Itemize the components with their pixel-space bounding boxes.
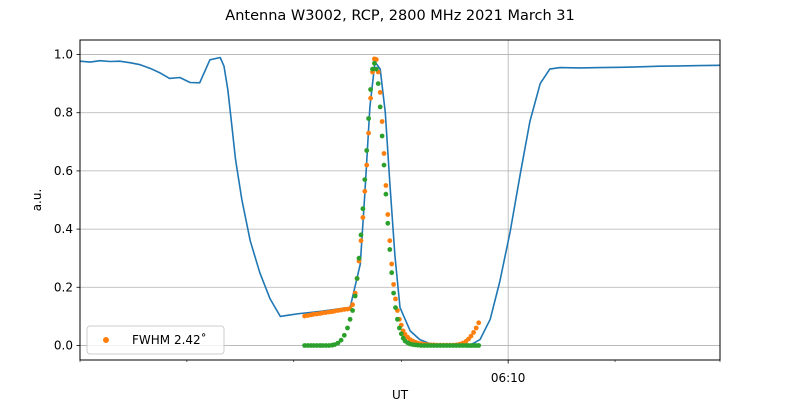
y-tick-label: 0.8 [54,106,73,120]
scatter-point-series-2 [345,325,350,331]
scatter-point-series-1 [468,333,474,339]
scatter-point-series-2 [368,87,373,92]
scatter-point-series-1 [368,95,373,101]
scatter-point-series-1 [471,330,476,335]
scatter-point-series-2 [379,133,385,139]
scatter-point-series-2 [385,220,391,226]
scatter-point-series-2 [377,104,383,110]
scatter-point-series-1 [362,188,368,194]
scatter-point-series-2 [352,293,358,299]
scatter-point-series-2 [338,337,344,343]
scatter-point-series-1 [385,212,391,217]
scatter-point-series-2 [476,343,482,348]
legend-box [86,325,225,355]
scatter-point-series-1 [358,238,364,244]
scatter-point-series-2 [397,325,402,331]
scatter-point-series-2 [341,332,347,338]
scatter-point-series-1 [366,130,371,136]
plot-frame [79,39,721,361]
scatter-point-series-1 [364,162,370,168]
chart-title: Antenna W3002, RCP, 2800 MHz 2021 March … [225,8,574,24]
scatter-point-series-2 [335,340,341,346]
scatter-point-series-2 [398,331,404,337]
scatter-point-series-2 [395,316,400,322]
scatter-point-series-1 [377,90,383,95]
y-axis-label: a.u. [30,189,44,212]
scatter-point-series-1 [391,282,396,287]
scatter-point-series-2 [360,206,366,212]
legend: FWHM 2.42˚ [86,325,225,355]
scatter-point-series-2 [362,177,368,183]
scatter-point-series-1 [360,215,366,220]
scatter-point-series-2 [381,162,387,168]
scatter-point-series-1 [387,238,393,244]
scatter-point-series-2 [347,316,353,322]
scatter-point-series-2 [373,66,379,72]
scatter-point-series-2 [391,290,396,296]
scatter-point-series-2 [350,308,355,313]
scatter-point-series-2 [375,81,381,86]
scatter-point-series-1 [381,151,387,156]
scatter-point-series-1 [476,320,482,326]
scatter-point-series-2 [372,60,377,66]
plot-area [79,56,721,348]
legend-label: FWHM 2.42˚ [132,332,207,347]
grid [80,40,720,360]
scatter-point-series-1 [389,261,395,267]
x-axis-ticks: 06:10 [79,360,721,385]
legend-marker [103,337,109,343]
y-axis-ticks: 0.0 0.2 0.4 0.6 0.8 1.0 [54,48,80,352]
y-tick-label: 0.0 [54,338,73,352]
scatter-point-series-1 [379,119,385,124]
series-line [79,56,721,347]
scatter-point-series-2 [389,270,395,276]
scatter-point-series-1 [350,302,355,308]
x-axis-label: UT [392,388,409,400]
scatter-point-series-1 [383,183,389,188]
scatter-point-series-1 [473,325,479,331]
scatter-point-series-2 [364,148,370,153]
scatter-point-series-2 [366,116,371,121]
scatter-point-series-2 [393,305,398,310]
scatter-point-series-1 [393,296,398,302]
y-tick-label: 0.2 [54,280,73,294]
y-tick-label: 1.0 [54,48,73,62]
x-tick-label: 06:10 [491,371,526,385]
y-tick-label: 0.6 [54,164,73,178]
scatter-point-series-2 [387,247,393,252]
scatter-point-series-2 [358,232,364,238]
scatter-point-series-2 [383,191,389,197]
scatter-point-series-2 [370,66,375,72]
scatter-point-series-2 [354,276,360,281]
scatter-point-series-2 [356,255,362,261]
y-tick-label: 0.4 [54,222,73,236]
scatter-point-series-1 [373,57,379,62]
